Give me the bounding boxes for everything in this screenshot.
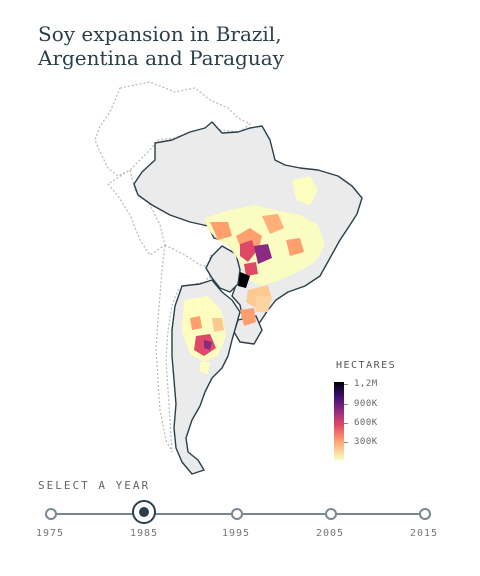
legend-tick bbox=[344, 423, 348, 424]
year-slider[interactable]: 1975 1985 1995 2005 2015 bbox=[30, 496, 450, 546]
legend-color-ramp bbox=[334, 382, 344, 460]
year-label-2015[interactable]: 2015 bbox=[409, 528, 439, 539]
year-label-1995[interactable]: 1995 bbox=[221, 528, 251, 539]
year-label-1975[interactable]: 1975 bbox=[35, 528, 65, 539]
legend-tick bbox=[344, 384, 348, 385]
year-stop-1975[interactable] bbox=[45, 508, 57, 520]
year-stop-1995[interactable] bbox=[231, 508, 243, 520]
year-label-1985[interactable]: 1985 bbox=[129, 528, 159, 539]
legend-tick bbox=[344, 404, 348, 405]
color-legend: HECTARES 1,2M 900K 600K 300K bbox=[334, 360, 454, 470]
year-stop-2005[interactable] bbox=[325, 508, 337, 520]
year-stop-1985-selected[interactable] bbox=[132, 500, 156, 524]
year-selector-label: SELECT A YEAR bbox=[38, 479, 151, 492]
legend-label-4: 300K bbox=[354, 437, 378, 447]
soy-expansion-map bbox=[94, 81, 363, 475]
map-title: Soy expansion in Brazil, Argentina and P… bbox=[38, 22, 284, 70]
soy-density-regions-argentina bbox=[182, 296, 226, 374]
soy-density-regions bbox=[205, 176, 325, 326]
legend-label-3: 600K bbox=[354, 418, 378, 428]
legend-label-1: 1,2M bbox=[354, 379, 378, 389]
legend-tick bbox=[344, 442, 348, 443]
year-stop-2015[interactable] bbox=[419, 508, 431, 520]
legend-label-2: 900K bbox=[354, 399, 378, 409]
year-label-2005[interactable]: 2005 bbox=[315, 528, 345, 539]
legend-title: HECTARES bbox=[336, 360, 397, 371]
paraguay-shape bbox=[205, 245, 241, 293]
